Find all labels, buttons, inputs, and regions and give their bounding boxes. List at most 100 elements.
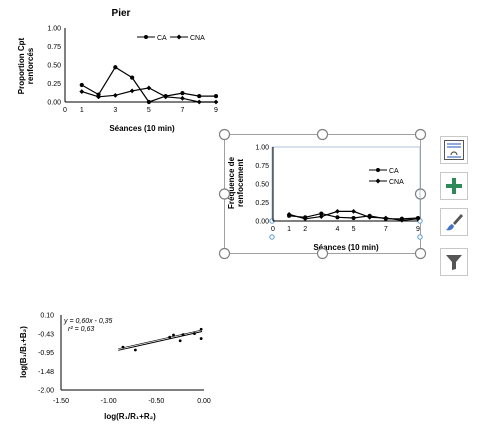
y-tick-label: 1.00: [255, 145, 269, 152]
x-tick-label: -1.00: [101, 398, 117, 405]
data-point-ca: [180, 91, 185, 96]
data-point: [199, 337, 203, 340]
data-point-ca: [197, 93, 202, 99]
legend-label-cna: CNA: [389, 179, 404, 186]
legend-marker-cna: [375, 178, 381, 184]
plot-area-handle[interactable]: [417, 218, 423, 224]
trendline-equation: y = 0,60x - 0,35: [63, 318, 113, 325]
y-axis-label-line1: Proportion Cpt: [17, 37, 26, 94]
x-tick-label: 4: [335, 226, 339, 233]
x-tick-label: 2: [303, 226, 307, 233]
data-point: [181, 333, 185, 337]
data-point-ca: [399, 216, 404, 221]
chart-scatter-svg: log(B₁/B₁+B₂) log(R₁/R₁+R₂) y = 0,60x - …: [19, 313, 211, 422]
resize-handle-bottom-right[interactable]: [414, 247, 427, 260]
legend-label-ca: CA: [157, 35, 167, 42]
resize-handle-middle-left[interactable]: [218, 188, 231, 200]
data-point-ca: [287, 213, 292, 218]
resize-handles[interactable]: [218, 128, 427, 260]
legend: CA CNA: [369, 168, 404, 186]
x-tick-label: 0: [63, 107, 67, 114]
chart-elements-button[interactable]: [440, 172, 468, 200]
layout-options-button[interactable]: [440, 136, 468, 164]
r-squared-label: r² = 0,63: [68, 326, 94, 333]
plot-area-handle[interactable]: [269, 234, 275, 240]
x-tick-label: 0.00: [197, 398, 211, 405]
y-tick-label: -0.43: [38, 331, 54, 338]
chart-filters-button[interactable]: [440, 248, 468, 276]
y-axis-label-line2: renforcés: [26, 47, 35, 84]
y-tick-label: 0.75: [255, 163, 269, 170]
data-point-ca: [213, 93, 219, 99]
x-tick-label: 9: [214, 107, 218, 114]
x-axis-label: Séances (10 min): [109, 124, 175, 133]
data-point-cna: [399, 217, 405, 223]
x-tick-label: 3: [113, 107, 117, 114]
data-point: [172, 333, 175, 337]
y-tick-label: -2.00: [38, 388, 54, 395]
data-point-ca: [335, 215, 340, 220]
data-point-ca: [319, 211, 324, 216]
data-point-cna: [213, 99, 219, 105]
data-point-ca: [130, 75, 135, 80]
chart-filters-icon: [446, 255, 462, 270]
data-point-cna: [129, 88, 135, 94]
y-axis-label: log(B₁/B₁+B₂): [19, 326, 28, 378]
data-point-cna: [146, 85, 152, 91]
series-line-cna: [288, 210, 419, 221]
legend-marker-ca: [376, 168, 380, 172]
data-point-cna: [351, 208, 356, 214]
data-point-cna: [383, 215, 389, 221]
plot-area-handle[interactable]: [417, 234, 423, 240]
legend-marker-cna: [176, 34, 182, 40]
selection-frame[interactable]: [224, 134, 421, 254]
y-tick-label: 0.25: [47, 81, 61, 88]
plot-area-handle[interactable]: [269, 218, 275, 224]
resize-handle-top-center[interactable]: [316, 128, 329, 141]
x-tick-label: 1: [287, 226, 291, 233]
data-point-ca: [351, 215, 356, 221]
data-point-ca: [367, 213, 372, 218]
data-point-ca: [113, 65, 118, 70]
chart-styles-button[interactable]: [440, 208, 468, 236]
y-tick-label: 1.00: [47, 26, 61, 33]
x-tick-label: 5: [352, 226, 356, 233]
y-tick-label: 0.00: [255, 219, 269, 226]
resize-handle-bottom-center[interactable]: [316, 247, 329, 260]
y-axis-label-line1: Fréquence de: [227, 156, 236, 209]
x-axis-label: Séances (10 min): [313, 243, 379, 252]
legend: CA CNA: [137, 34, 205, 42]
chart-elements-icon: [446, 178, 462, 194]
x-tick-label: -0.50: [148, 398, 164, 405]
chart-scatter[interactable]: log(B₁/B₁+B₂) log(R₁/R₁+R₂) y = 0,60x - …: [0, 300, 230, 447]
data-point: [199, 327, 203, 331]
chart-styles-icon: [446, 214, 463, 231]
y-tick-label: 0.10: [40, 313, 54, 320]
x-tick-label: 9: [416, 226, 420, 233]
resize-handle-middle-right[interactable]: [414, 188, 427, 200]
y-tick-label: -1.48: [38, 369, 54, 376]
y-tick-label: 0.75: [47, 44, 61, 51]
legend-label-ca: CA: [389, 168, 399, 175]
data-point-cna: [96, 94, 101, 100]
legend-marker-ca: [144, 35, 148, 39]
resize-handle-top-right[interactable]: [414, 128, 427, 141]
data-point-ca: [79, 82, 84, 88]
y-tick-label: 0.50: [47, 63, 61, 70]
layout-options-icon: [444, 140, 464, 160]
resize-handle-bottom-left[interactable]: [218, 247, 231, 260]
legend-label-cna: CNA: [190, 35, 205, 42]
plot-area-selection[interactable]: [269, 146, 423, 240]
chart-pier-svg: Pier Proportion Cpt renforcés Séances (1…: [17, 8, 219, 133]
data-point-cna: [286, 211, 292, 217]
x-tick-label: -1.50: [53, 398, 69, 405]
chart-pier[interactable]: Pier Proportion Cpt renforcés Séances (1…: [0, 0, 235, 135]
data-point: [193, 332, 196, 335]
data-point-cna: [318, 214, 324, 219]
plot-area-frame[interactable]: [271, 146, 421, 222]
x-tick-label: 1: [80, 107, 84, 114]
x-tick-label: 7: [180, 107, 184, 114]
data-point-cna: [163, 94, 169, 100]
data-point-cna: [180, 95, 185, 101]
data-point-cna: [335, 208, 340, 214]
